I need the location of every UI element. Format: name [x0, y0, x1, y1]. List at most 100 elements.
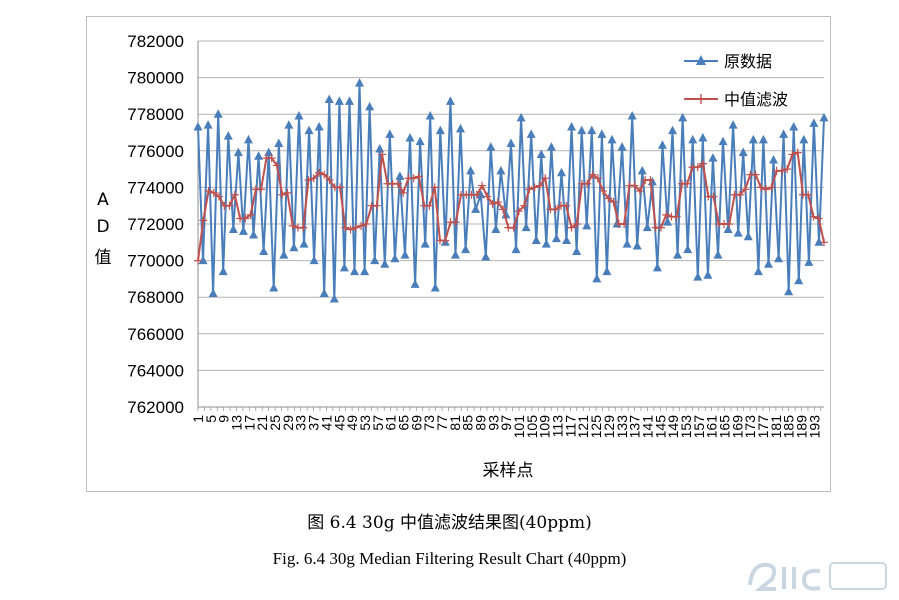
- data-point: [225, 201, 234, 210]
- data-point: [514, 207, 523, 216]
- data-point: [672, 212, 681, 221]
- data-point: [642, 222, 652, 232]
- data-point: [365, 101, 375, 111]
- data-point: [294, 111, 304, 120]
- data-point: [599, 187, 608, 196]
- data-point: [572, 220, 581, 228]
- data-point: [215, 192, 224, 201]
- x-tick-label: 61: [383, 415, 399, 431]
- y-axis-title-part: A: [97, 190, 109, 210]
- data-point: [360, 266, 370, 276]
- data-point: [709, 192, 718, 201]
- data-point: [350, 266, 359, 276]
- data-point: [339, 262, 349, 272]
- data-point: [471, 204, 481, 213]
- data-point: [299, 239, 309, 248]
- data-point: [288, 221, 297, 230]
- data-point: [587, 125, 597, 135]
- data-point: [556, 167, 566, 177]
- data-point: [725, 220, 734, 228]
- data-point: [241, 214, 250, 223]
- x-tick-label: 137: [627, 415, 643, 439]
- data-point: [223, 131, 233, 140]
- y-tick-label: 774000: [127, 178, 184, 197]
- data-point: [496, 165, 506, 175]
- y-tick-label: 762000: [127, 398, 184, 417]
- data-point: [283, 188, 292, 197]
- data-point: [703, 270, 713, 279]
- data-point: [693, 163, 702, 172]
- data-point: [230, 190, 239, 199]
- y-tick-label: 766000: [127, 325, 184, 344]
- data-point: [814, 214, 823, 223]
- data-point: [762, 185, 771, 194]
- data-point: [738, 147, 748, 157]
- y-tick-label: 782000: [127, 32, 184, 51]
- x-tick-label: 77: [434, 415, 450, 431]
- data-point: [592, 273, 602, 283]
- data-point: [630, 181, 639, 190]
- site-watermark-logo: [748, 562, 887, 591]
- data-point: [607, 134, 617, 144]
- data-point: [259, 246, 269, 255]
- legend-marker: [696, 94, 706, 104]
- x-tick-label: 133: [614, 415, 630, 439]
- data-point: [203, 120, 213, 129]
- data-point: [632, 240, 642, 250]
- data-point: [370, 255, 380, 265]
- x-tick-label: 149: [665, 415, 681, 439]
- data-point: [269, 283, 279, 292]
- x-tick-label: 121: [575, 415, 591, 439]
- data-point: [777, 166, 786, 175]
- y-tick-label: 772000: [127, 215, 184, 234]
- data-point: [193, 122, 203, 131]
- data-point: [637, 165, 647, 175]
- data-point: [673, 250, 683, 259]
- x-tick-label: 49: [344, 415, 360, 431]
- data-point: [683, 179, 692, 188]
- data-point: [325, 176, 334, 185]
- data-point: [531, 235, 541, 244]
- data-point: [767, 183, 776, 192]
- data-point: [698, 132, 708, 142]
- data-point: [743, 231, 753, 241]
- data-point: [488, 199, 497, 208]
- data-point: [541, 174, 550, 183]
- legend-marker: [696, 55, 706, 65]
- data-point: [274, 138, 284, 147]
- x-tick-label: 129: [601, 415, 617, 439]
- x-tick-label: 161: [704, 415, 720, 439]
- data-point: [324, 94, 334, 104]
- y-tick-label: 780000: [127, 69, 184, 88]
- legend-label: 原数据: [724, 52, 772, 71]
- data-point: [799, 134, 809, 144]
- data-point: [491, 224, 501, 233]
- x-tick-label: 177: [755, 415, 771, 439]
- data-point: [593, 174, 602, 183]
- data-point: [476, 189, 486, 199]
- y-tick-label: 768000: [127, 288, 184, 307]
- data-point: [198, 255, 208, 265]
- data-point: [656, 223, 665, 232]
- x-tick-label: 41: [318, 415, 334, 431]
- y-tick-label: 770000: [127, 252, 184, 271]
- data-point: [213, 109, 223, 118]
- data-point: [516, 112, 526, 122]
- x-tick-label: 89: [473, 415, 489, 431]
- x-tick-label: 113: [550, 415, 566, 438]
- data-point: [588, 170, 597, 179]
- data-point: [320, 170, 329, 179]
- data-point: [420, 239, 430, 248]
- x-tick-label: 109: [537, 415, 553, 439]
- x-tick-label: 189: [794, 415, 810, 439]
- data-point: [551, 205, 560, 214]
- data-point: [264, 147, 274, 157]
- data-point: [509, 223, 518, 232]
- data-point: [635, 187, 644, 196]
- series-line: [197, 83, 825, 300]
- x-tick-label: 25: [267, 415, 283, 431]
- data-point: [546, 142, 556, 151]
- data-point: [627, 111, 637, 120]
- data-point: [793, 148, 802, 157]
- data-point: [493, 198, 502, 207]
